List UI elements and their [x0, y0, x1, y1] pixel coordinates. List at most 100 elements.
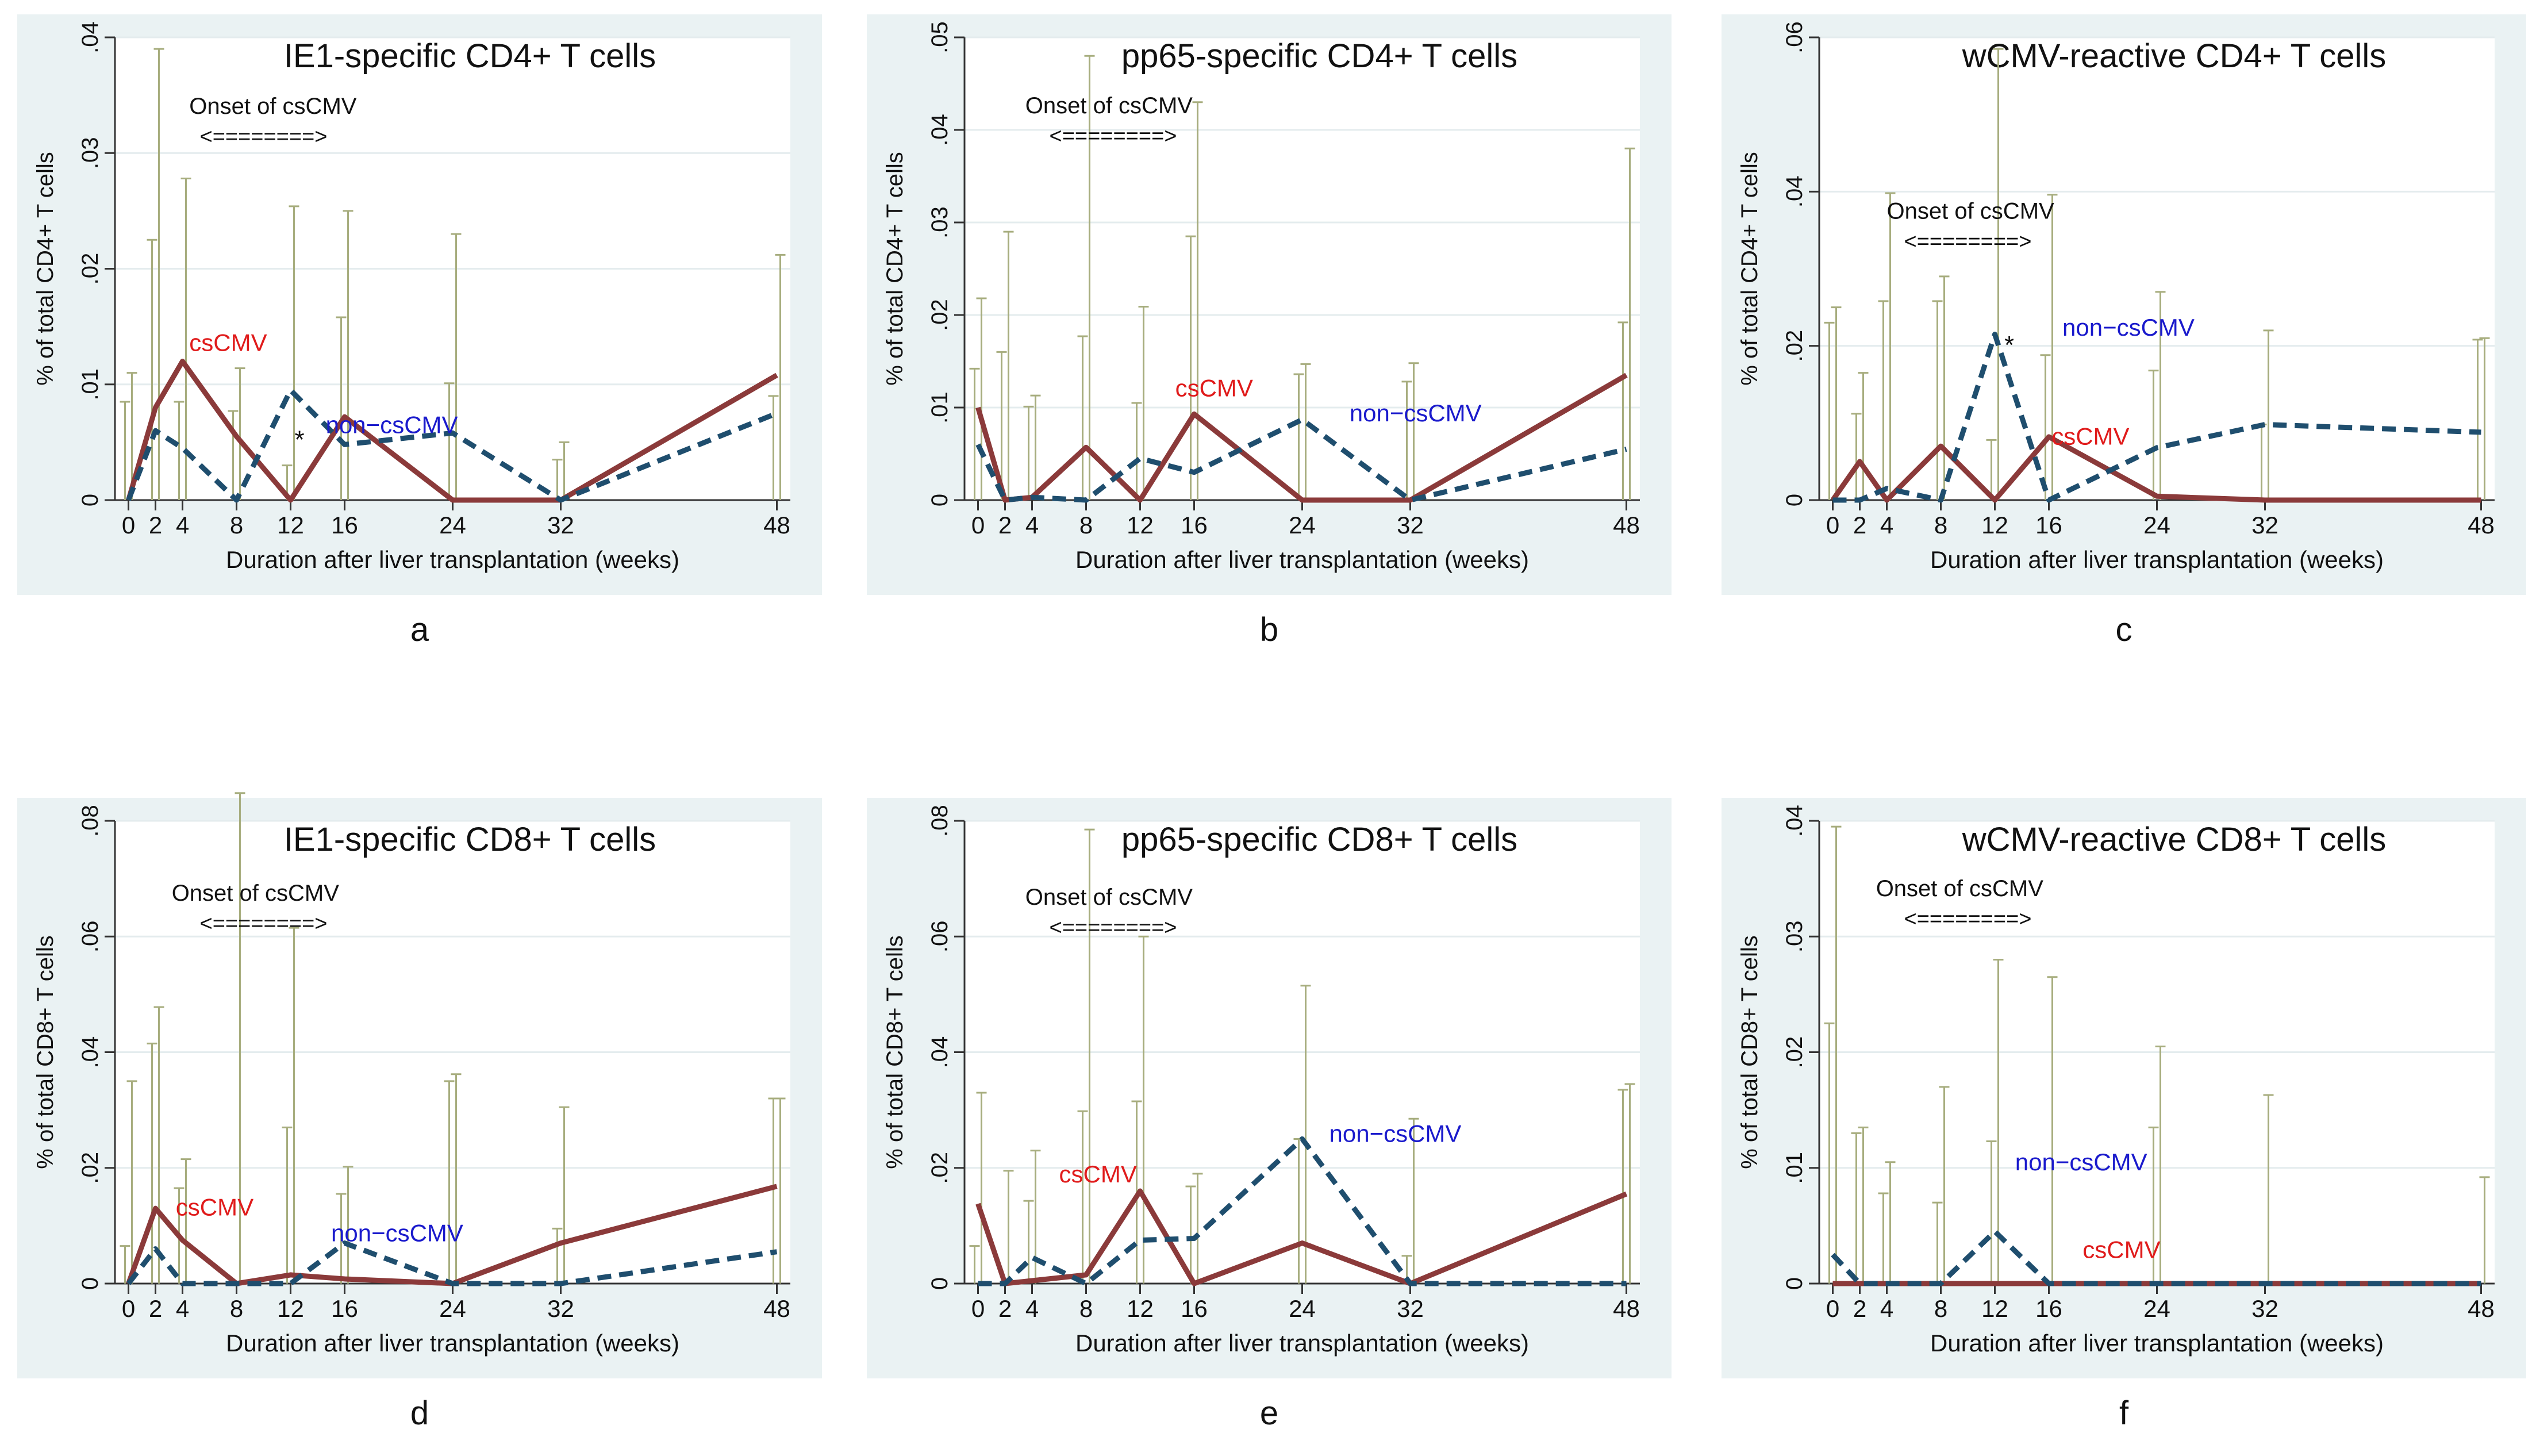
onset-label: Onset of csCMV: [1887, 198, 2055, 224]
x-tick-label: 32: [1397, 512, 1424, 539]
y-axis-title: % of total CD4+ T cells: [1737, 152, 1762, 385]
series-label-non-cscmv: non−csCMV: [1350, 399, 1482, 427]
series-label-non-cscmv: non−csCMV: [331, 1220, 463, 1247]
x-tick-label: 12: [1981, 1295, 2008, 1322]
x-tick-label: 16: [1181, 512, 1208, 539]
chart-panel-c: 0.02.04.06 0 2 4 8 12 16 24 32 48 Duration after l…: [1722, 14, 2526, 648]
y-tick-label: .01: [78, 368, 103, 401]
panel-letter: a: [410, 611, 429, 648]
x-tick-label: 4: [1025, 512, 1039, 539]
x-axis-title: Duration after liver transplantation (we…: [226, 546, 679, 573]
onset-label: Onset of csCMV: [1876, 876, 2044, 901]
x-tick-label: 24: [2143, 1295, 2170, 1322]
y-tick-label: .03: [78, 137, 103, 169]
y-tick-label: .04: [927, 1036, 952, 1069]
y-tick-label: .04: [927, 114, 952, 146]
y-tick-label: 0: [927, 1277, 952, 1290]
x-tick-label: 48: [1613, 512, 1640, 539]
x-tick-label: 12: [1981, 512, 2008, 539]
y-tick-label: .03: [927, 206, 952, 239]
x-tick-label: 24: [439, 512, 466, 539]
panel-letter: f: [2119, 1394, 2129, 1432]
y-tick-label: .04: [1782, 176, 1807, 208]
x-tick-label: 0: [971, 1295, 985, 1322]
panel-letter: d: [410, 1394, 429, 1432]
chart-panel-a: 0.01.02.03.04 0 2 4 8 12 16 24 32 48 Duration afte…: [17, 14, 822, 648]
x-tick-label: 8: [1934, 1295, 1947, 1322]
x-tick-label: 4: [1880, 1295, 1893, 1322]
x-tick-label: 48: [2468, 512, 2495, 539]
chart-panel-d: 0.02.04.06.08 0 2 4 8 12 16 24 32 48 Duration afte…: [17, 792, 822, 1432]
y-tick-label: .02: [927, 1152, 952, 1184]
onset-label: Onset of csCMV: [172, 881, 340, 906]
x-axis-title: Duration after liver transplantation (we…: [1930, 1330, 2384, 1357]
y-tick-label: .05: [927, 21, 952, 53]
onset-arrow: <========>: [1904, 229, 2032, 253]
x-tick-label: 12: [1127, 512, 1154, 539]
x-tick-label: 2: [1853, 512, 1866, 539]
y-tick-label: .06: [927, 920, 952, 952]
series-line-non-cscmv: [975, 417, 1627, 503]
y-tick-label: 0: [78, 1277, 103, 1290]
series-label-cscmv: csCMV: [1059, 1161, 1137, 1188]
significance-asterisk: *: [2004, 331, 2014, 359]
panel-letter: b: [1260, 611, 1278, 648]
x-tick-label: 2: [998, 1295, 1012, 1322]
x-tick-label: 48: [1613, 1295, 1640, 1322]
x-tick-label: 32: [547, 1295, 574, 1322]
series-line-non-cscmv: [1832, 332, 2481, 503]
series-label-cscmv: csCMV: [1175, 375, 1253, 402]
x-tick-label: 48: [2468, 1295, 2495, 1322]
x-tick-label: 12: [277, 512, 304, 539]
y-tick-label: .02: [78, 1152, 103, 1184]
x-tick-label: 8: [1934, 512, 1947, 539]
onset-label: Onset of csCMV: [189, 94, 357, 119]
y-axis-title: % of total CD8+ T cells: [1737, 935, 1762, 1169]
x-tick-label: 0: [122, 512, 135, 539]
x-tick-label: 2: [149, 1295, 162, 1322]
chart-title: pp65-specific CD8+ T cells: [1121, 821, 1517, 858]
chart-title: pp65-specific CD4+ T cells: [1121, 37, 1517, 75]
x-tick-label: 8: [230, 1295, 243, 1322]
x-tick-label: 16: [331, 1295, 358, 1322]
series-line-cscmv: [975, 1188, 1628, 1286]
y-tick-label: .02: [1782, 1036, 1807, 1069]
x-tick-label: 32: [2251, 512, 2278, 539]
x-axis-title: Duration after liver transplantation (we…: [226, 1330, 679, 1357]
onset-label: Onset of csCMV: [1025, 885, 1193, 910]
series-label-non-cscmv: non−csCMV: [2015, 1148, 2147, 1175]
y-tick-label: .08: [927, 805, 952, 837]
y-tick-label: .06: [78, 920, 103, 952]
y-axis-title: % of total CD4+ T cells: [882, 152, 908, 385]
chart-title: wCMV-reactive CD8+ T cells: [1962, 821, 2387, 858]
x-axis-title: Duration after liver transplantation (we…: [1930, 546, 2384, 573]
chart-title: IE1-specific CD4+ T cells: [284, 37, 656, 75]
series-line-non-cscmv: [126, 387, 778, 503]
x-tick-label: 2: [149, 512, 162, 539]
x-axis-title: Duration after liver transplantation (we…: [1075, 1330, 1529, 1357]
series-line-non-cscmv: [978, 1136, 1627, 1286]
y-tick-label: .08: [78, 805, 103, 837]
y-tick-label: .01: [927, 391, 952, 424]
x-tick-label: 48: [763, 1295, 790, 1322]
x-tick-label: 0: [971, 512, 985, 539]
x-tick-label: 16: [1181, 1295, 1208, 1322]
x-tick-label: 4: [1880, 512, 1893, 539]
x-axis-title: Duration after liver transplantation (we…: [1075, 546, 1529, 573]
x-tick-label: 24: [2143, 512, 2170, 539]
x-tick-label: 24: [439, 1295, 466, 1322]
series-line-cscmv: [126, 1184, 778, 1286]
x-tick-label: 2: [1853, 1295, 1866, 1322]
y-tick-label: .04: [78, 1036, 103, 1069]
y-axis-title: % of total CD8+ T cells: [882, 935, 908, 1169]
x-tick-label: 4: [1025, 1295, 1039, 1322]
x-tick-label: 16: [2035, 512, 2062, 539]
y-tick-label: .03: [1782, 920, 1807, 952]
onset-arrow: <========>: [1050, 124, 1177, 148]
series-label-cscmv: csCMV: [2051, 422, 2129, 450]
x-tick-label: 8: [230, 512, 243, 539]
x-tick-label: 32: [547, 512, 574, 539]
